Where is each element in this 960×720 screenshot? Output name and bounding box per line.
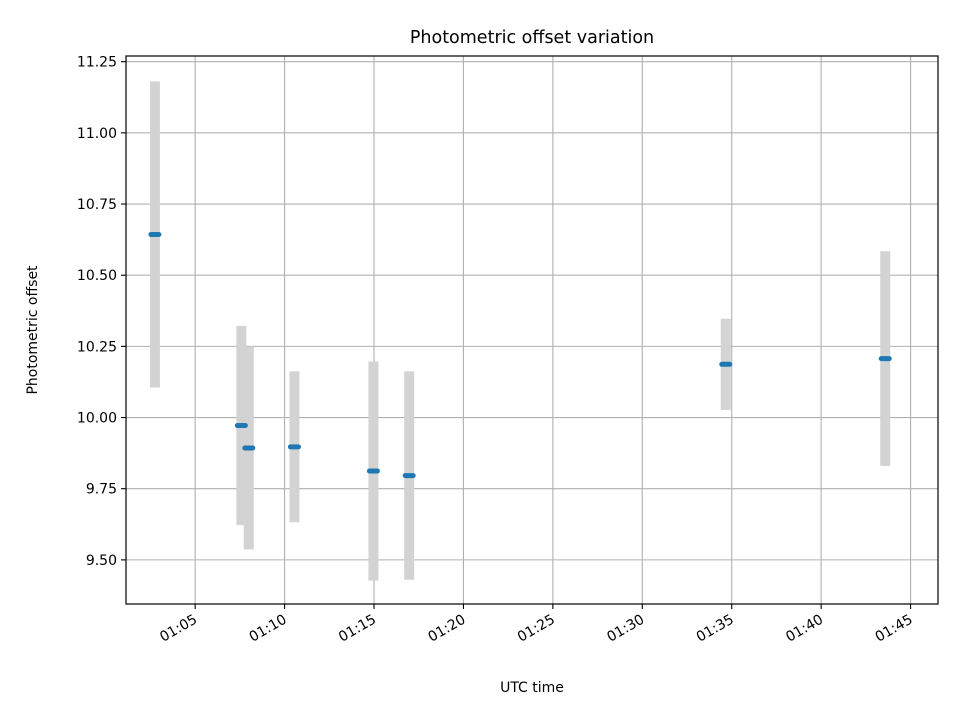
grid bbox=[126, 56, 938, 604]
x-axis-ticks: 01:05 01:10 01:15 01:20 01:25 01:30 01:35 01:40… bbox=[157, 604, 916, 646]
x-axis-label: UTC time bbox=[500, 680, 564, 696]
y-axis-ticks: 9.50 9.75 10.00 10.25 10.50 10.75 11.00 11.25 bbox=[77, 55, 126, 569]
y-tick-label: 9.50 bbox=[86, 553, 117, 569]
x-tick-label: 01:20 bbox=[425, 612, 468, 646]
x-tick-label: 01:40 bbox=[783, 612, 826, 646]
x-tick-label: 01:25 bbox=[515, 612, 558, 646]
y-axis-label: Photometric offset bbox=[25, 265, 41, 395]
y-tick-label: 11.25 bbox=[77, 55, 117, 71]
y-tick-label: 10.75 bbox=[77, 197, 117, 213]
y-tick-label: 10.25 bbox=[77, 339, 117, 355]
y-tick-label: 11.00 bbox=[77, 126, 117, 142]
y-tick-label: 9.75 bbox=[86, 482, 117, 498]
x-tick-label: 01:30 bbox=[604, 612, 647, 646]
x-tick-label: 01:45 bbox=[873, 612, 916, 646]
data-points bbox=[148, 231, 892, 479]
x-tick-label: 01:05 bbox=[157, 612, 200, 646]
y-tick-label: 10.50 bbox=[77, 268, 117, 284]
x-tick-label: 01:10 bbox=[247, 612, 290, 646]
error-bars bbox=[149, 81, 891, 581]
y-tick-label: 10.00 bbox=[77, 411, 117, 427]
plot-frame bbox=[125, 55, 939, 605]
chart-title: Photometric offset variation bbox=[410, 28, 654, 48]
x-tick-label: 01:15 bbox=[336, 612, 379, 646]
x-tick-label: 01:35 bbox=[694, 612, 737, 646]
